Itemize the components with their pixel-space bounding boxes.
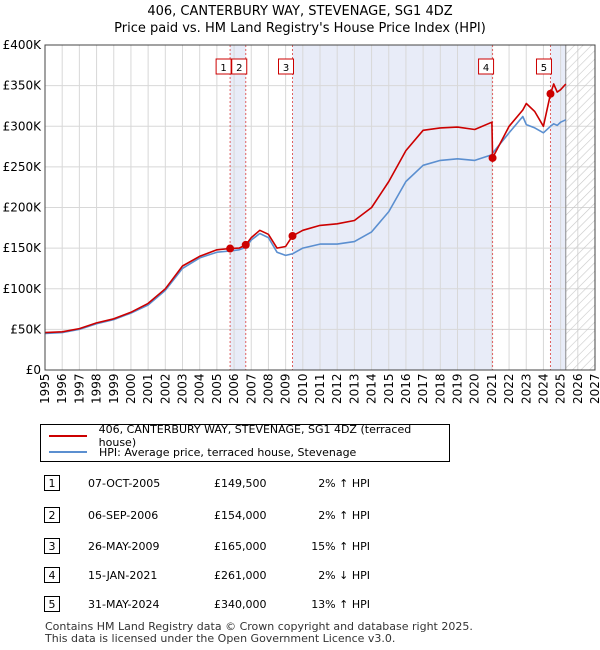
sale-label-box [278,58,294,75]
sale-label-number: 1 [220,63,226,74]
transaction-price: £261,000 [214,569,267,582]
transaction-row: 3 26-MAY-2009 £165,000 15% ↑ HPI [0,538,600,558]
transaction-price: £154,000 [214,509,267,522]
x-tick-label: 2020 [468,373,482,404]
x-tick-label: 2025 [554,373,568,404]
transaction-price: £149,500 [214,477,267,490]
transaction-price: £340,000 [214,598,267,611]
x-tick-label: 2004 [193,373,207,404]
sale-point [226,244,235,253]
transaction-number: 3 [44,538,60,554]
sale-label-number: 3 [283,63,289,74]
transaction-number: 1 [44,475,60,491]
sale-label-number: 2 [236,63,242,74]
x-tick-label: 1999 [107,373,121,404]
sale-point [546,89,555,98]
x-tick-label: 2007 [244,373,258,404]
y-tick-label: £350K [3,79,43,93]
x-tick-label: 2005 [210,373,224,404]
x-tick-label: 2017 [416,373,430,404]
footer-copyright: Contains HM Land Registry data © Crown c… [45,620,473,633]
sale-point [488,153,497,162]
x-tick-label: 2001 [141,373,155,404]
y-tick-label: £250K [3,160,43,174]
x-tick-label: 2000 [124,373,138,404]
transaction-hpi: 2% ↑ HPI [318,477,370,490]
x-tick-label: 2026 [571,373,585,404]
y-tick-label: £150K [3,241,43,255]
sale-label-box [535,58,552,75]
transaction-number: 4 [44,567,60,583]
y-tick-label: £100K [3,282,43,296]
x-tick-label: 2013 [347,373,361,404]
x-tick-label: 2012 [330,373,344,404]
hpi-line [44,115,567,335]
transaction-date: 06-SEP-2006 [88,509,159,522]
legend-label-property: 406, CANTERBURY WAY, STEVENAGE, SG1 4DZ … [98,423,412,449]
x-tick-label: 2014 [365,373,379,404]
transaction-date: 26-MAY-2009 [88,540,160,553]
transaction-date: 31-MAY-2024 [88,598,160,611]
chart-title: 406, CANTERBURY WAY, STEVENAGE, SG1 4DZ [147,4,453,19]
sale-label-number: 5 [541,63,547,74]
y-tick-label: £0 [26,363,41,377]
footer-license: This data is licensed under the Open Gov… [45,632,396,645]
transaction-price: £165,000 [214,540,267,553]
x-tick-label: 1995 [38,373,52,404]
transaction-hpi: 15% ↑ HPI [311,540,370,553]
x-tick-label: 2003 [176,373,190,404]
transaction-date: 07-OCT-2005 [88,477,161,490]
x-tick-label: 2019 [451,373,465,404]
x-tick-label: 2018 [433,373,447,404]
legend-item-property: 406, CANTERBURY WAY, STEVENAGE, SG1 4DZ … [49,423,449,449]
transaction-hpi: 2% ↓ HPI [318,569,370,582]
x-tick-label: 2016 [399,373,413,404]
chart-subtitle: Price paid vs. HM Land Registry's House … [114,21,486,36]
x-tick-label: 2008 [261,373,275,404]
y-tick-label: £50K [10,322,42,336]
property-price-line [44,83,567,334]
x-tick-label: 2015 [382,373,396,404]
x-tick-label: 2027 [588,373,600,404]
transaction-row: 4 15-JAN-2021 £261,000 2% ↓ HPI [0,567,600,587]
y-tick-label: £300K [3,119,43,133]
sale-point [288,231,297,240]
transaction-number: 5 [44,596,60,612]
transaction-row: 5 31-MAY-2024 £340,000 13% ↑ HPI [0,596,600,616]
transaction-hpi: 13% ↑ HPI [311,598,370,611]
legend-label-hpi: HPI: Average price, terraced house, Stev… [99,445,357,459]
legend-item-hpi: HPI: Average price, terraced house, Stev… [49,444,356,460]
x-tick-label: 2021 [485,373,499,404]
x-tick-label: 2022 [502,373,516,404]
sale-label-box [478,58,495,75]
x-tick-label: 1997 [72,373,86,404]
sale-label-box [215,58,232,75]
x-tick-label: 2024 [536,373,550,404]
chart-legend: 406, CANTERBURY WAY, STEVENAGE, SG1 4DZ … [40,423,450,462]
transaction-row: 1 07-OCT-2005 £149,500 2% ↑ HPI [0,475,600,495]
transaction-hpi: 2% ↑ HPI [318,509,370,522]
x-tick-label: 2009 [279,373,293,404]
sale-label-box [231,58,248,75]
legend-swatch-hpi [49,451,87,453]
x-tick-label: 2002 [158,373,172,404]
y-tick-label: £200K [3,201,43,215]
sale-label-number: 4 [483,63,489,74]
future-hatch [565,45,595,370]
x-tick-label: 2010 [296,373,310,404]
transaction-number: 2 [44,507,60,523]
footer: Contains HM Land Registry data © Crown c… [45,621,473,645]
y-tick-label: £400K [3,38,43,52]
x-tick-label: 2006 [227,373,241,404]
sale-point [241,240,250,249]
x-tick-label: 2023 [519,373,533,404]
x-tick-label: 1998 [90,373,104,404]
transaction-date: 15-JAN-2021 [88,569,158,582]
transaction-row: 2 06-SEP-2006 £154,000 2% ↑ HPI [0,507,600,527]
x-tick-label: 1996 [55,373,69,404]
legend-swatch-property [49,435,87,437]
x-tick-label: 2011 [313,373,327,404]
plot-frame [44,44,596,371]
